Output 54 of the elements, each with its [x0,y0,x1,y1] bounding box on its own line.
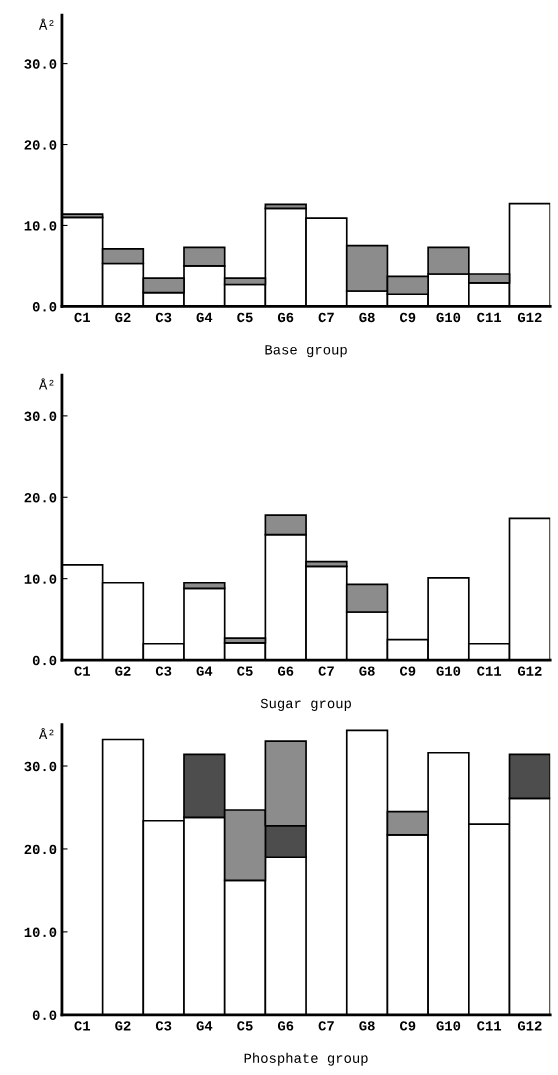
x-tick-label: G12 [517,666,542,676]
y-tick-label: 30.0 [24,411,57,422]
x-tick-label: C3 [155,1021,172,1031]
y-tick-label: 30.0 [24,761,57,772]
x-tick-label: C1 [74,1021,91,1031]
x-tick-label: G6 [277,1021,294,1031]
x-tick-label: C11 [477,1021,502,1031]
x-tick-label: C9 [399,312,416,323]
x-tick-label: G8 [359,312,375,323]
x-axis-title: Base group [265,345,347,358]
x-tick-label: C1 [74,666,91,676]
x-tick-label: G4 [196,666,213,676]
x-tick-label: G8 [359,1021,375,1031]
x-tick-label: G10 [436,1021,461,1031]
y-tick-label: 0.0 [32,655,57,666]
y-tick-label: 30.0 [24,59,57,69]
y-axis-title: Å² [38,728,54,740]
x-tick-label: C5 [237,312,253,323]
x-tick-label: C3 [155,312,172,323]
x-tick-label: C11 [477,666,502,676]
x-tick-label: G2 [115,1021,131,1031]
x-tick-label: C7 [318,1021,334,1031]
x-tick-label: C3 [155,666,172,676]
x-tick-label: C5 [237,1021,253,1031]
x-tick-label: G4 [196,312,213,323]
y-tick-label: 10.0 [24,221,57,231]
x-tick-label: C9 [399,666,416,676]
y-tick-label: 20.0 [24,493,57,503]
y-tick-label: 0.0 [32,1010,57,1020]
y-tick-label: 10.0 [24,574,57,584]
y-tick-label: 0.0 [32,302,57,312]
x-tick-label: G12 [517,1021,542,1031]
x-tick-label: C9 [399,1021,416,1031]
x-tick-label: G2 [115,312,131,323]
x-tick-label: G6 [277,666,294,676]
x-tick-label: G12 [517,312,542,323]
x-axis-title: Phosphate group [244,1052,368,1066]
x-tick-label: C11 [477,312,502,323]
x-tick-label: G10 [436,312,461,323]
x-tick-label: C7 [318,312,334,323]
y-axis-title: Å² [38,18,54,30]
x-tick-label: G2 [115,666,131,676]
x-tick-label: G4 [196,1021,213,1031]
x-tick-label: C7 [318,666,334,676]
x-tick-label: G6 [277,312,294,323]
x-tick-label: G10 [436,666,461,676]
x-tick-label: C5 [237,666,253,676]
x-tick-label: G8 [359,666,375,676]
x-tick-label: C1 [74,312,91,323]
y-tick-label: 20.0 [24,844,57,855]
y-tick-label: 10.0 [24,927,57,938]
x-axis-title: Sugar group [260,698,351,711]
y-axis-title: Å² [38,378,54,390]
y-tick-label: 20.0 [24,140,57,150]
